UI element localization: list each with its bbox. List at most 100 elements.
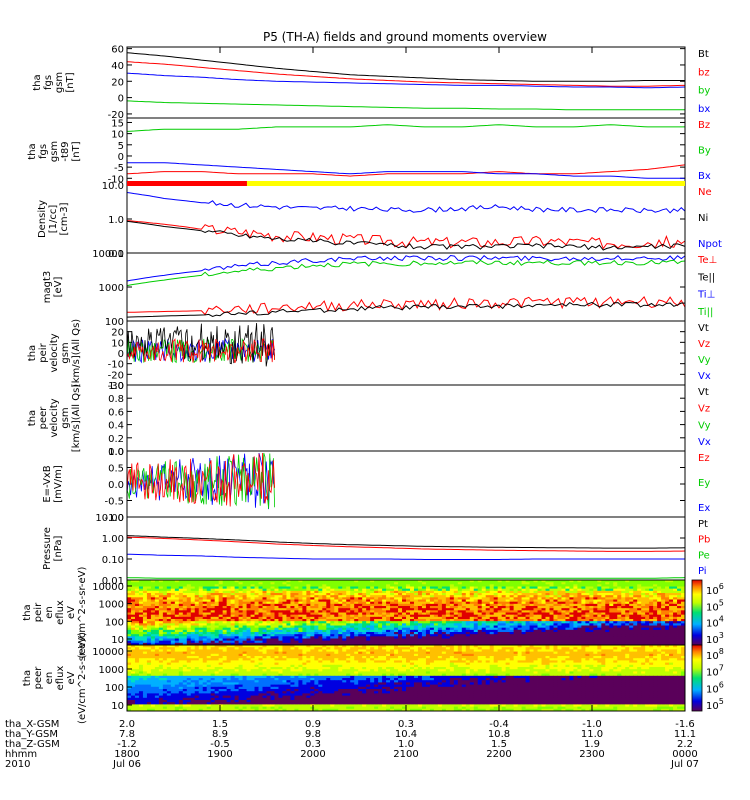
spectrogram-cell xyxy=(378,634,383,637)
spectrogram-cell xyxy=(641,640,646,644)
spectrogram-cell xyxy=(406,608,411,611)
spectrogram-cell xyxy=(278,645,283,648)
spectrogram-cell xyxy=(501,642,507,646)
spectrogram-cell xyxy=(585,586,590,590)
spectrogram-cell xyxy=(489,586,495,590)
spectrogram-cell xyxy=(238,588,243,592)
spectrogram-cell xyxy=(525,621,530,624)
spectrogram-cell xyxy=(210,638,216,642)
spectrogram-cell xyxy=(194,606,200,609)
spectrogram-cell xyxy=(282,623,287,626)
spectrogram-cell xyxy=(382,595,387,598)
spectrogram-cell xyxy=(270,619,275,622)
spectrogram-cell xyxy=(154,619,160,622)
spectrogram-cell xyxy=(170,623,176,626)
spectrogram-cell xyxy=(170,638,176,642)
spectrogram-cell xyxy=(649,625,654,629)
spectrogram-cell xyxy=(326,582,331,585)
spectrogram-cell xyxy=(501,608,507,611)
spectrogram-cell xyxy=(378,597,383,600)
spectrogram-cell xyxy=(370,638,375,642)
spectrogram-cell xyxy=(449,621,455,624)
spectrogram-cell xyxy=(266,599,271,603)
spectrogram-cell xyxy=(541,599,546,603)
spectrogram-cell xyxy=(433,638,439,642)
spectrogram-cell xyxy=(382,621,387,624)
spectrogram-cell xyxy=(134,601,140,605)
spectrogram-cell xyxy=(274,645,279,648)
spectrogram-cell xyxy=(481,647,487,650)
spectrogram-cell xyxy=(198,590,204,594)
spectrogram-cell xyxy=(294,636,299,639)
spectrogram-cell xyxy=(481,621,487,624)
spectrogram-cell xyxy=(629,608,634,611)
spectrogram-cell xyxy=(469,593,475,596)
spectrogram-cell xyxy=(501,627,507,631)
spectrogram-cell xyxy=(194,601,200,605)
spectrogram-cell xyxy=(481,627,487,631)
spectrogram-cell xyxy=(613,649,618,652)
spectrogram-cell xyxy=(417,593,423,596)
spectrogram-cell xyxy=(234,619,239,622)
spectrogram-cell xyxy=(657,612,662,616)
spectrogram-cell xyxy=(254,651,259,655)
spectrogram-cell xyxy=(250,621,255,624)
spectrogram-cell xyxy=(669,651,674,655)
spectrogram-cell xyxy=(234,629,239,633)
spectrogram-cell xyxy=(194,588,200,592)
spectrogram-cell xyxy=(222,651,228,655)
spectrogram-cell xyxy=(425,588,431,592)
spectrogram-cell xyxy=(613,610,618,613)
spectrogram-cell xyxy=(521,623,526,626)
y-tick-label: 0.4 xyxy=(108,421,124,432)
spectrogram-cell xyxy=(402,614,407,618)
spectrogram-cell xyxy=(150,593,156,596)
spectrogram-cell xyxy=(242,612,247,616)
spectrogram-cell xyxy=(334,632,339,635)
spectrogram-cell xyxy=(314,645,319,648)
spectrogram-cell xyxy=(437,640,443,644)
spectrogram-cell xyxy=(681,586,686,590)
spectrogram-cell xyxy=(130,584,136,587)
spectrogram-cell xyxy=(617,597,622,600)
spectrogram-cell xyxy=(298,636,303,639)
spectrogram-cell xyxy=(537,586,542,590)
spectrogram-cell xyxy=(406,619,411,622)
spectrogram-cell xyxy=(661,632,666,635)
spectrogram-cell xyxy=(417,610,423,613)
spectrogram-cell xyxy=(565,603,570,607)
spectrogram-cell xyxy=(489,582,495,585)
spectrogram-cell xyxy=(274,651,279,655)
spectrogram-cell xyxy=(330,601,335,605)
spectrogram-cell xyxy=(262,584,267,587)
spectrogram-cell xyxy=(322,651,327,655)
spectrogram-cell xyxy=(549,612,554,616)
spectrogram-cell xyxy=(613,638,618,642)
spectrogram-cell xyxy=(186,632,192,635)
spectrogram-cell xyxy=(358,638,363,642)
spectrogram-cell xyxy=(302,608,307,611)
spectrogram-cell xyxy=(553,649,558,652)
spectrogram-cell xyxy=(318,632,323,635)
spectrogram-cell xyxy=(661,629,666,633)
spectrogram-cell xyxy=(521,614,526,618)
spectrogram-cell xyxy=(577,599,582,603)
spectrogram-cell xyxy=(278,582,283,585)
spectrogram-cell xyxy=(425,606,431,609)
spectrogram-cell xyxy=(162,603,168,607)
spectrogram-cell xyxy=(625,588,630,592)
spectrogram-cell xyxy=(146,584,152,587)
spectrogram-cell xyxy=(262,593,267,596)
spectrogram-cell xyxy=(669,588,674,592)
spectrogram-cell xyxy=(609,627,614,631)
spectrogram-cell xyxy=(645,640,650,644)
spectrogram-cell xyxy=(561,632,566,635)
spectrogram-cell xyxy=(366,586,371,590)
spectrogram-cell xyxy=(286,586,291,590)
spectrogram-cell xyxy=(310,595,315,598)
spectrogram-cell xyxy=(370,616,375,620)
spectrogram-cell xyxy=(138,640,144,644)
spectrogram-cell xyxy=(318,597,323,600)
spectrogram-cell xyxy=(310,629,315,633)
spectrogram-cell xyxy=(617,612,622,616)
